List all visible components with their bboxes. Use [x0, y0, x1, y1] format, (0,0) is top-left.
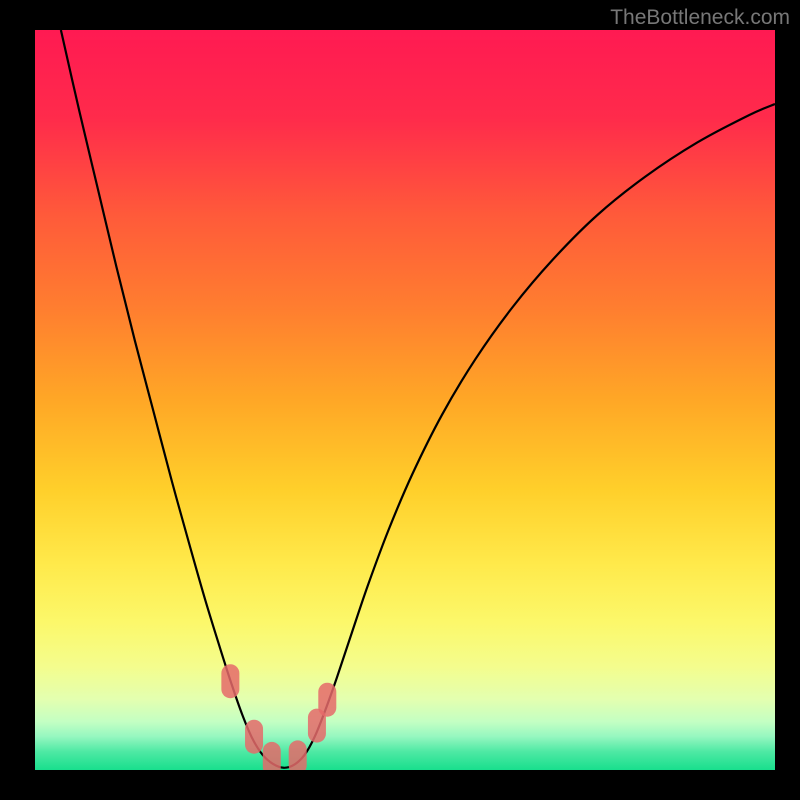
curve-layer [0, 0, 800, 800]
marker-2 [263, 742, 281, 776]
marker-1 [245, 720, 263, 754]
marker-0 [221, 664, 239, 698]
chart-container: TheBottleneck.com [0, 0, 800, 800]
marker-5 [318, 683, 336, 717]
marker-3 [289, 740, 307, 774]
watermark-text: TheBottleneck.com [610, 6, 790, 30]
bottleneck-curve [61, 30, 775, 768]
